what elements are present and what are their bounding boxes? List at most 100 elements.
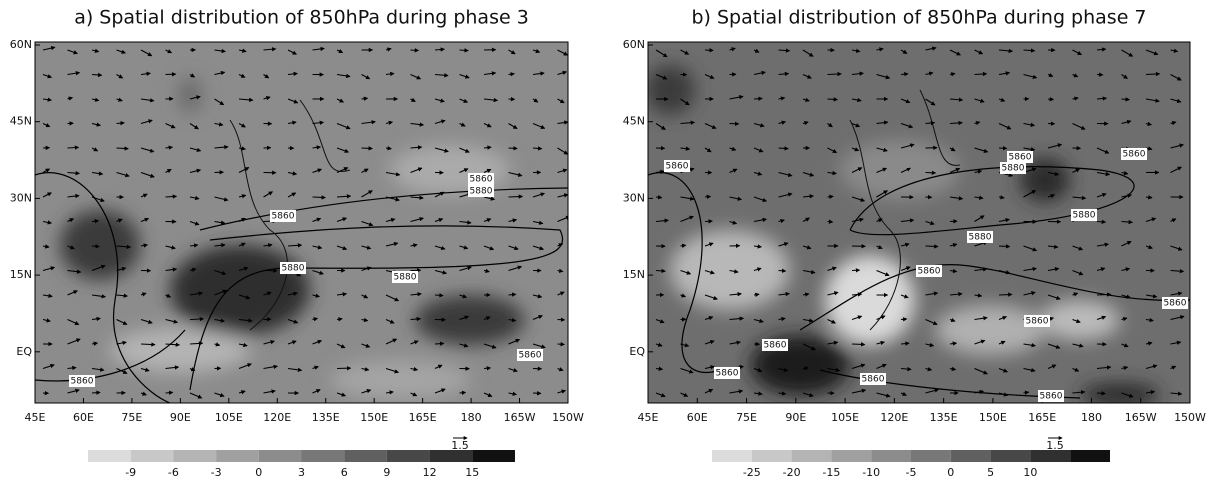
wind-arrow (165, 168, 172, 174)
colorbar-label: 10 (1023, 466, 1037, 479)
wind-arrow (974, 71, 988, 77)
wind-arrow (1145, 98, 1160, 103)
wind-arrow (1047, 143, 1063, 149)
wind-arrow (753, 244, 762, 249)
wind-arrow (802, 269, 816, 275)
wind-arrow (410, 243, 418, 248)
wind-arrow (1096, 315, 1107, 321)
wind-arrow (67, 145, 80, 150)
wind-arrow (778, 96, 786, 101)
colorbar-box (950, 450, 991, 462)
wind-arrow (1170, 365, 1177, 370)
wind-arrow (1096, 147, 1110, 154)
wind-arrow (287, 340, 297, 345)
wind-arrow (1072, 269, 1084, 276)
wind-arrow (876, 120, 889, 125)
wind-arrow (214, 122, 224, 127)
wind-arrow (729, 196, 743, 201)
wind-arrow (949, 291, 963, 297)
wind-arrow (165, 267, 178, 272)
wind-arrow (557, 215, 568, 223)
wind-arrow (459, 343, 469, 348)
wind-arrow (557, 120, 568, 125)
wind-arrow (557, 389, 567, 394)
wind-arrow (1047, 364, 1057, 370)
wind-arrow (1023, 390, 1030, 395)
wind-arrow (729, 316, 744, 321)
wind-arrow (67, 49, 78, 55)
wind-arrow (483, 218, 492, 223)
wind-arrow (116, 218, 123, 223)
wind-arrow (900, 242, 910, 247)
wind-arrow (214, 289, 228, 296)
wind-arrow (876, 315, 886, 321)
wind-arrow (1145, 71, 1161, 77)
contour-label: 5860 (71, 377, 94, 387)
wind-arrow (361, 74, 371, 80)
wind-arrow (483, 71, 497, 76)
lon-label: 90E (170, 411, 191, 424)
wind-arrow (1072, 49, 1083, 56)
wind-arrow (508, 265, 523, 272)
wind-arrow (876, 147, 888, 153)
wind-arrow (949, 268, 958, 274)
lon-label: 60E (73, 411, 94, 424)
wind-arrow (557, 291, 565, 296)
colorbar-label: 5 (987, 466, 994, 479)
wind-arrow (851, 167, 863, 173)
wind-arrow (238, 97, 254, 103)
wind-arrow (91, 72, 103, 78)
wind-arrow (410, 73, 422, 80)
wind-arrow (116, 74, 124, 79)
wind-arrow (91, 316, 101, 322)
wind-arrow (67, 170, 80, 176)
wind-arrow (802, 120, 809, 126)
wind-arrow (1170, 269, 1185, 274)
wind-arrow (753, 391, 763, 396)
wind-arrow (900, 143, 915, 149)
wind-arrow (1170, 120, 1177, 126)
colorbar-box (712, 450, 752, 462)
wind-arrow (189, 123, 199, 130)
wind-arrow (91, 264, 106, 272)
wind-arrow (434, 269, 448, 275)
wind-arrow (361, 96, 369, 101)
contour-label: 5860 (666, 162, 689, 172)
wind-arrow (851, 217, 864, 223)
wind-arrow (827, 122, 833, 128)
wind-arrow (532, 48, 541, 54)
wind-arrow (680, 367, 694, 374)
lon-label: 60E (687, 411, 708, 424)
lat-label: 60N (623, 38, 645, 51)
wind-arrow (434, 341, 445, 346)
wind-arrow (802, 318, 814, 323)
wind-arrow (557, 268, 564, 273)
wind-arrow (312, 365, 319, 370)
wind-arrow (263, 74, 270, 79)
wind-arrow (140, 193, 148, 198)
wind-arrow (91, 294, 107, 299)
wind-arrow (189, 195, 200, 201)
wind-arrow (312, 245, 323, 250)
wind-arrow (385, 241, 399, 247)
wind-arrow (753, 96, 763, 101)
wind-arrow (1096, 267, 1106, 272)
wind-arrow (827, 367, 841, 373)
wind-arrow (949, 243, 958, 248)
wind-arrow (459, 73, 470, 79)
wind-arrow (1047, 267, 1060, 272)
wind-arrow (1170, 340, 1182, 345)
wind-arrow (1047, 96, 1055, 102)
colorbar-label: -10 (862, 466, 880, 479)
wind-arrow (802, 392, 814, 398)
wind-arrow (67, 388, 80, 394)
wind-arrow (165, 365, 180, 370)
wind-arrow (116, 171, 130, 178)
wind-arrow (778, 367, 789, 373)
wind-arrow (508, 123, 518, 130)
wind-arrow (900, 122, 914, 129)
wind-arrow (753, 318, 764, 324)
wind-arrow (900, 294, 909, 299)
lon-label: 135E (930, 411, 958, 424)
colorbar-label: -25 (743, 466, 761, 479)
